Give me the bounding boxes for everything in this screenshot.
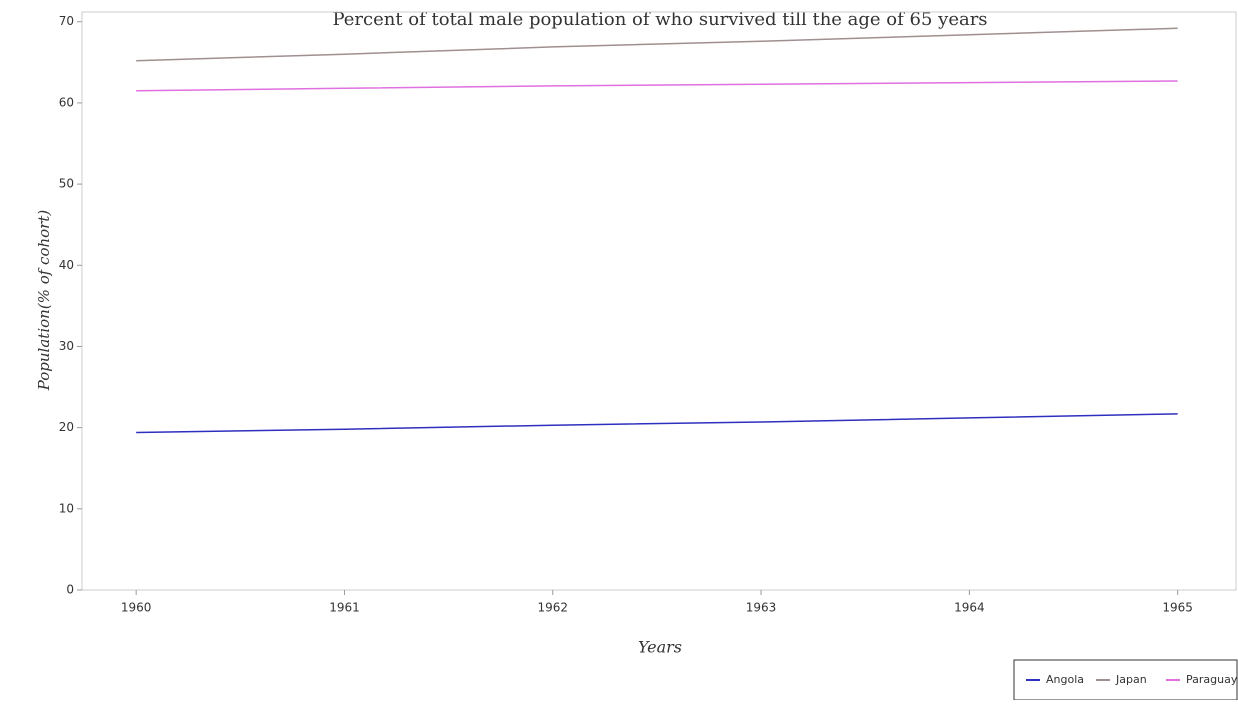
y-tick-label: 10 [59,501,74,515]
x-tick-label: 1963 [746,601,777,615]
x-tick-label: 1960 [121,601,152,615]
y-tick-label: 20 [59,420,74,434]
y-tick-label: 70 [59,14,74,28]
legend-label: Japan [1115,673,1147,686]
line [136,413,1178,434]
x-tick-label: 1961 [329,601,360,615]
y-axis-label: Population(% of cohort) [35,210,53,392]
x-tick-label: 1965 [1162,601,1193,615]
plot-frame [81,11,1237,591]
line [136,27,1178,62]
y-tick-label: 40 [59,258,74,272]
x-axis-label: Years [638,638,682,657]
x-tick-label: 1964 [954,601,985,615]
y-tick-label: 0 [66,583,74,597]
y-tick-label: 30 [59,339,74,353]
chart-title: Percent of total male population of who … [332,9,987,30]
x-tick-label: 1962 [537,601,568,615]
y-tick-label: 60 [59,95,74,109]
legend-label: Paraguay [1186,673,1238,686]
line [136,80,1178,92]
y-tick-label: 50 [59,177,74,191]
legend-box [1013,659,1238,701]
legend-label: Angola [1046,673,1084,686]
